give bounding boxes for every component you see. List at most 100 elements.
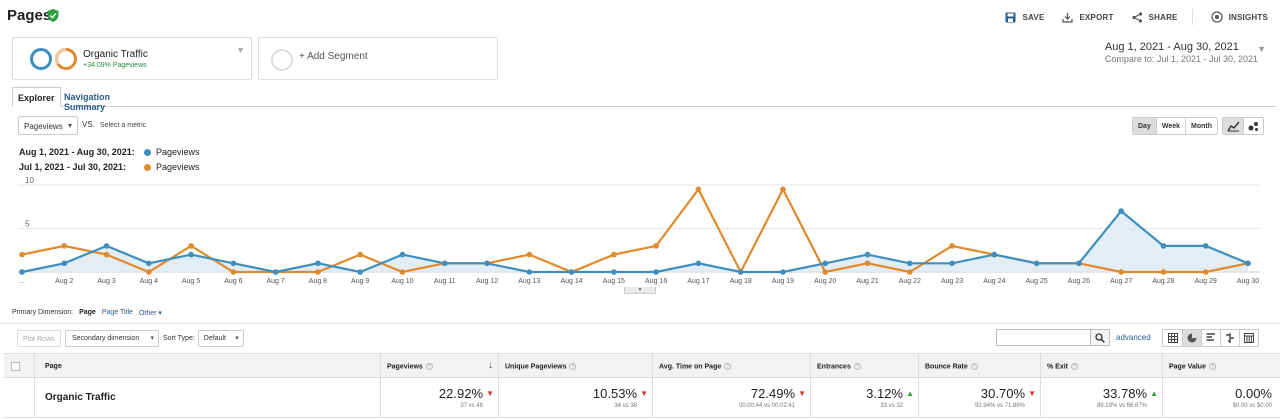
data-point [230,269,237,275]
help-icon[interactable]: ? [1208,363,1216,370]
line-chart-button[interactable] [1223,118,1243,134]
tab-navigation-summary[interactable]: Navigation Summary [64,92,111,112]
date-range-picker[interactable]: Aug 1, 2021 - Aug 30, 2021 Compare to: J… [1105,41,1258,64]
avg-time-change: 72.49% [750,386,795,401]
data-point [906,269,913,275]
data-point [526,269,533,275]
data-point [1202,243,1209,249]
data-point [526,251,533,258]
data-point [188,251,194,258]
data-point [949,260,955,267]
data-point [399,269,406,275]
date-range-chevron-icon[interactable]: ▼ [1257,44,1266,54]
row-page-cell: Organic Traffic [34,378,380,417]
select-all-checkbox[interactable] [11,362,20,371]
select-metric-link[interactable]: Select a metric [100,122,147,129]
insights-button[interactable]: INSIGHTS [1211,11,1268,23]
export-label: EXPORT [1079,12,1114,22]
x-tick-label: Aug 11 [434,278,456,285]
header-entrances[interactable]: Entrances? [810,354,918,377]
bounce-rate-compare: 93.94% vs 71.88% [974,403,1025,409]
help-icon[interactable]: ? [1071,363,1079,370]
save-button[interactable]: SAVE [1005,12,1044,23]
data-point [1076,260,1082,267]
table-row: Organic Traffic 22.92% ▼ 37 vs 48 10.53%… [4,378,1280,418]
help-icon[interactable]: ? [970,363,978,370]
data-point [1160,243,1167,249]
row-select-cell [4,378,34,417]
x-tick-label: Aug 16 [645,278,667,285]
sort-descending-icon[interactable]: ↓ [488,360,493,371]
x-tick-label: Aug 10 [391,278,413,285]
header-exit[interactable]: % Exit? [1040,354,1162,377]
insights-icon [1211,11,1223,23]
chart-type-toggle [1222,117,1264,135]
header-bounce-rate[interactable]: Bounce Rate? [918,354,1040,377]
date-range-current: Aug 1, 2021 - Aug 30, 2021 [1104,41,1239,53]
vs-label: VS. [82,120,95,129]
granularity-day-button[interactable]: Day [1133,118,1156,134]
exit-change: 33.78% [1102,386,1147,401]
comparison-view-button[interactable] [1220,330,1239,346]
data-point [780,269,786,275]
motion-chart-button[interactable] [1243,118,1263,134]
x-tick-label: Aug 28 [1152,278,1174,285]
help-icon[interactable]: ? [569,363,577,370]
table-view-button[interactable] [1163,330,1182,346]
tab-explorer[interactable]: Explorer [12,87,61,107]
x-tick-label: Aug 19 [772,278,794,285]
add-segment[interactable]: + Add Segment [258,37,498,80]
metric-select[interactable]: Pageviews [18,116,78,135]
table-search-input[interactable] [996,329,1110,346]
help-icon[interactable]: ? [724,363,732,370]
header-page-value[interactable]: Page Value? [1162,354,1280,377]
x-tick-label: Aug 13 [518,278,540,285]
header-avg-time[interactable]: Avg. Time on Page? [652,354,810,377]
share-icon [1131,11,1142,23]
export-icon [1062,12,1074,23]
chevron-down-icon[interactable]: ▼ [236,45,245,55]
legend-current-series: Pageviews [156,147,200,157]
granularity-week-button[interactable]: Week [1155,118,1185,134]
primary-dimension-page[interactable]: Page [79,309,96,316]
line-chart-icon [1226,121,1240,131]
help-icon[interactable]: ? [425,363,433,370]
primary-dimension-other[interactable]: Other ▾ [138,310,162,317]
legend-compare-range: Jul 1, 2021 - Jul 30, 2021: [19,162,127,172]
x-tick-label: Aug 7 [267,278,285,285]
advanced-filter-link[interactable]: advanced [1116,333,1151,342]
page-value-compare: $0.00 vs $0.00 [1232,403,1272,409]
unique-pageviews-compare: 34 vs 38 [614,403,637,409]
primary-dimension-page-title[interactable]: Page Title [101,309,133,316]
header-page-value-label: Page Value [1169,363,1206,371]
x-tick-label: Aug 12 [476,278,498,285]
tabs-divider [12,106,1276,107]
data-point [737,269,744,275]
pivot-view-button[interactable] [1239,330,1258,346]
export-button[interactable]: EXPORT [1062,12,1113,23]
help-icon[interactable]: ? [853,363,861,370]
header-entrances-label: Entrances [817,363,851,371]
granularity-month-button[interactable]: Month [1185,118,1217,134]
data-point [103,251,110,258]
data-point [1033,260,1040,267]
performance-view-button[interactable] [1201,330,1220,346]
percentage-view-button[interactable] [1182,330,1201,346]
data-point [991,251,998,258]
search-button[interactable] [1090,329,1110,346]
header-pageviews[interactable]: Pageviews? ↓ [380,354,498,377]
share-button[interactable]: SHARE [1131,11,1178,23]
pie-icon [1187,333,1197,343]
header-divider [1191,9,1193,25]
unique-pageviews-change: 10.53% [592,386,637,401]
sort-type-select[interactable]: Default [197,329,244,347]
data-point [61,243,68,249]
legend-compare-series: Pageviews [156,162,200,172]
legend-compare-dot [144,164,151,171]
chart-resize-handle[interactable]: ▾ [624,287,656,294]
secondary-dimension-select[interactable]: Secondary dimension [65,329,159,347]
plot-rows-button[interactable]: Plot Rows [17,329,61,347]
segment-organic-traffic[interactable]: Organic Traffic +34.09% Pageviews ▼ [12,37,252,80]
row-avg-time-cell: 72.49% ▼ 00:00:44 vs 00:02:41 [652,378,810,417]
header-unique-pageviews[interactable]: Unique Pageviews? [498,354,652,377]
